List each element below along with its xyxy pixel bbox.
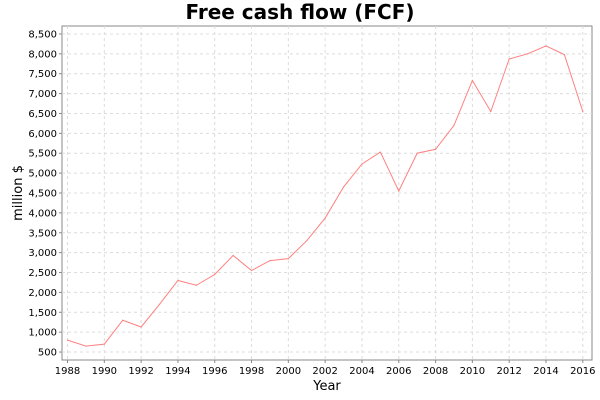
data-point (66, 339, 69, 341)
data-point (195, 284, 197, 286)
x-tick-label: 1988 (55, 366, 80, 377)
y-tick-label: 3,000 (28, 248, 57, 259)
data-point (306, 240, 308, 242)
data-point (269, 259, 271, 262)
data-point (85, 345, 87, 347)
data-point (563, 54, 565, 56)
y-tick-label: 1,500 (28, 308, 57, 319)
x-tick-label: 1994 (165, 366, 190, 377)
data-point (103, 343, 105, 345)
y-tick-label: 8,000 (28, 49, 57, 60)
data-point (361, 163, 363, 165)
data-point (545, 45, 547, 47)
x-tick-label: 2002 (312, 366, 337, 377)
x-tick-label: 2010 (460, 366, 485, 377)
data-point (122, 319, 124, 321)
y-tick-label: 5,000 (28, 169, 57, 180)
x-tick-label: 2000 (276, 366, 301, 377)
y-axis-label: million $ (11, 165, 26, 221)
series-layer (66, 45, 584, 347)
data-point (508, 58, 510, 60)
data-point (582, 110, 584, 113)
data-point (214, 273, 216, 276)
data-point (324, 217, 326, 219)
x-tick-label: 1990 (92, 366, 117, 377)
data-point (287, 258, 289, 260)
y-tick-label: 6,500 (28, 109, 57, 120)
y-tick-label: 7,000 (28, 89, 57, 100)
y-tick-label: 4,500 (28, 189, 57, 200)
y-tick-label: 5,500 (28, 149, 57, 160)
data-point (434, 148, 437, 150)
y-tick-label: 6,000 (28, 129, 57, 140)
data-point (398, 190, 400, 192)
data-point (140, 326, 142, 328)
x-tick-label: 2006 (386, 366, 411, 377)
y-tick-label: 2,000 (28, 288, 57, 299)
x-axis-label: Year (312, 379, 341, 394)
data-point (177, 279, 179, 282)
axis-ticks: 500 1,000 1,500 2,000 2,500 3,000 3,500 4,000 4,… (28, 29, 595, 377)
chart-title: Free cash flow (FCF) (185, 0, 414, 24)
data-point (490, 110, 492, 113)
y-tick-label: 1,000 (28, 328, 57, 339)
x-tick-label: 2008 (423, 366, 448, 377)
y-tick-label: 2,500 (28, 268, 57, 279)
data-point (232, 254, 234, 257)
data-point (342, 186, 345, 188)
x-tick-label: 2004 (349, 366, 374, 377)
x-tick-label: 1992 (128, 366, 153, 377)
y-tick-label: 4,000 (28, 208, 57, 219)
x-tick-label: 1998 (239, 366, 264, 377)
y-tick-label: 500 (38, 348, 57, 359)
y-tick-label: 8,500 (28, 29, 57, 40)
x-tick-label: 2014 (533, 366, 558, 377)
x-tick-label: 2012 (496, 366, 521, 377)
y-tick-label: 3,500 (28, 228, 57, 239)
y-tick-label: 7,500 (28, 69, 57, 80)
data-point (471, 79, 473, 82)
data-point (158, 303, 161, 305)
data-point (250, 269, 253, 272)
data-point (416, 152, 418, 154)
x-tick-label: 2016 (570, 366, 595, 377)
data-point (526, 53, 529, 55)
x-tick-label: 1996 (202, 366, 227, 377)
data-point (453, 124, 455, 127)
data-point (379, 151, 381, 153)
